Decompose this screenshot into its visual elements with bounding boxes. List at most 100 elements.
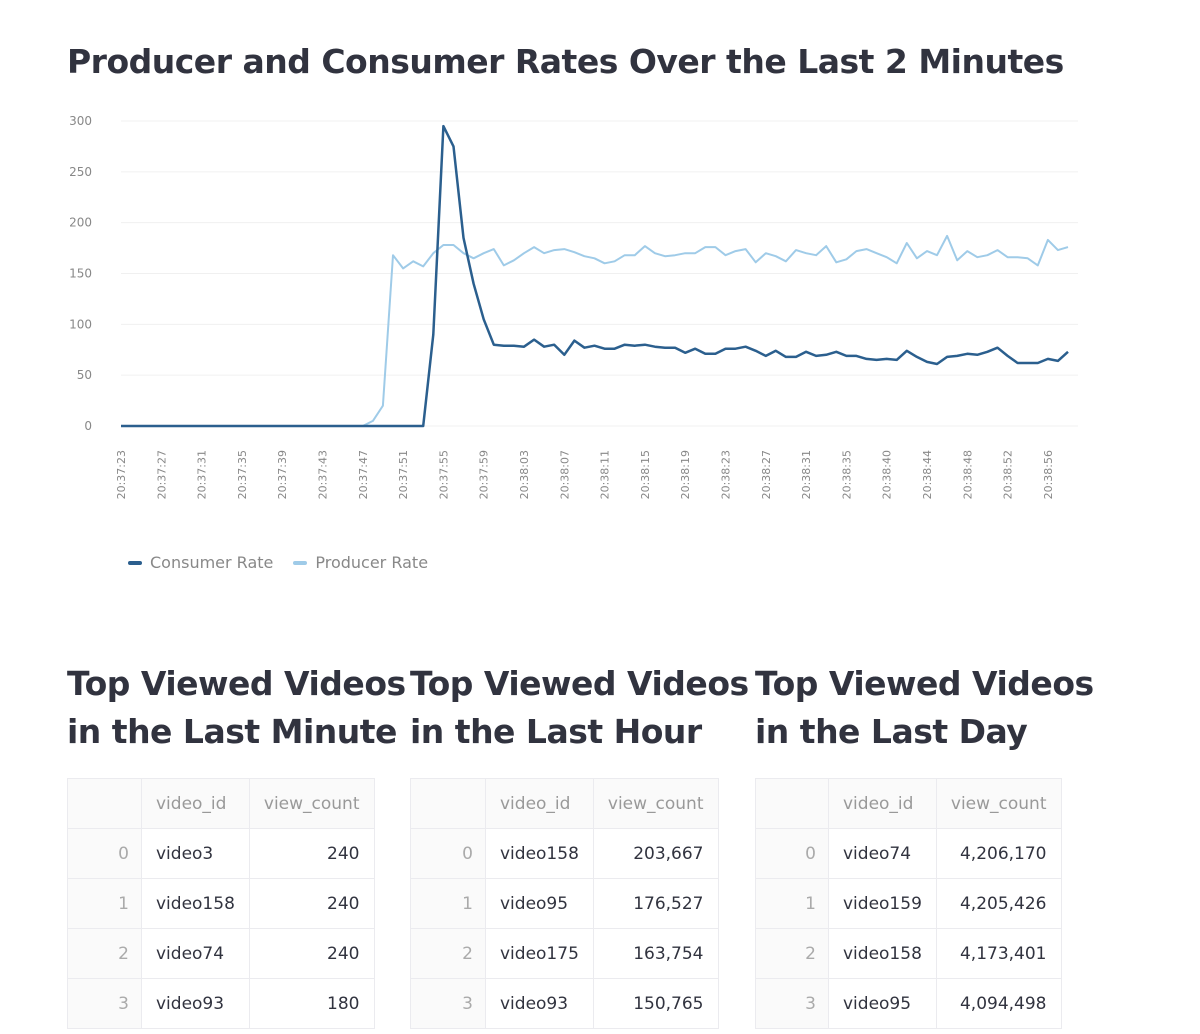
x-tick-label: 20:37:23 <box>115 450 128 499</box>
x-tick-label: 20:38:27 <box>760 450 773 499</box>
legend-label-producer: Producer Rate <box>315 553 429 572</box>
view-count-cell: 176,527 <box>592 878 719 929</box>
video-id-cell: video74 <box>141 928 250 979</box>
table-row[interactable]: 3 video93 180 <box>67 978 375 1029</box>
view-count-cell: 4,173,401 <box>935 928 1062 979</box>
column-header[interactable]: video_id <box>485 778 594 829</box>
view-count-cell: 4,206,170 <box>935 828 1062 879</box>
x-tick-label: 20:38:44 <box>921 450 934 499</box>
table-row[interactable]: 2 video175 163,754 <box>410 928 719 979</box>
table-row[interactable]: 2 video74 240 <box>67 928 375 979</box>
legend-item-producer[interactable]: Producer Rate <box>293 553 428 572</box>
table-title: Top Viewed Videos in the Last Hour <box>410 660 749 756</box>
table-row[interactable]: 1 video159 4,205,426 <box>755 878 1062 929</box>
x-tick-label: 20:37:59 <box>478 450 491 499</box>
row-index: 0 <box>410 828 486 879</box>
series-line-producer <box>121 234 1069 427</box>
x-tick-label: 20:38:56 <box>1042 450 1055 499</box>
row-index: 2 <box>410 928 486 979</box>
view-count-cell: 240 <box>248 928 375 979</box>
column-header[interactable]: view_count <box>592 778 719 829</box>
legend-item-consumer[interactable]: Consumer Rate <box>128 553 273 572</box>
x-tick-label: 20:37:43 <box>316 450 329 499</box>
row-index: 0 <box>755 828 829 879</box>
table-header-row: video_id view_count <box>410 778 719 829</box>
table-row[interactable]: 3 video93 150,765 <box>410 978 719 1029</box>
x-tick-label: 20:37:55 <box>437 450 450 499</box>
x-tick-label: 20:37:35 <box>236 450 249 499</box>
column-header[interactable] <box>67 778 142 829</box>
view-count-cell: 4,094,498 <box>935 978 1062 1029</box>
row-index: 1 <box>755 878 829 929</box>
table-title-line: Top Viewed Videos <box>67 664 406 703</box>
chart-title: Producer and Consumer Rates Over the Las… <box>67 42 1064 81</box>
rates-line-chart: 0 50 100 150 200 250 300 20:37:23 20:37:27 20:37:… <box>69 114 1078 499</box>
video-id-cell: video93 <box>141 978 250 1029</box>
view-count-cell: 180 <box>248 978 375 1029</box>
legend-swatch-consumer <box>128 560 142 565</box>
table-title-line: in the Last Hour <box>410 712 702 751</box>
column-header[interactable]: view_count <box>935 778 1062 829</box>
view-count-cell: 4,205,426 <box>935 878 1062 929</box>
view-count-cell: 203,667 <box>592 828 719 879</box>
table-title-line: in the Last Day <box>755 712 1028 751</box>
y-tick-label: 0 <box>84 419 92 433</box>
row-index: 0 <box>67 828 142 879</box>
video-id-cell: video158 <box>141 878 250 929</box>
table-title-line: Top Viewed Videos <box>410 664 749 703</box>
column-header[interactable]: video_id <box>828 778 937 829</box>
y-tick-label: 250 <box>69 165 92 179</box>
table-title: Top Viewed Videos in the Last Minute <box>67 660 406 756</box>
x-tick-label: 20:38:40 <box>881 450 894 499</box>
x-tick-label: 20:37:47 <box>357 450 370 499</box>
row-index: 3 <box>67 978 142 1029</box>
video-id-cell: video93 <box>485 978 594 1029</box>
x-tick-label: 20:38:48 <box>961 450 974 499</box>
column-header[interactable] <box>410 778 486 829</box>
video-id-cell: video74 <box>828 828 937 879</box>
table-row[interactable]: 1 video158 240 <box>67 878 375 929</box>
table-row[interactable]: 1 video95 176,527 <box>410 878 719 929</box>
table-header-row: video_id view_count <box>755 778 1062 829</box>
table-title-line: in the Last Minute <box>67 712 397 751</box>
y-tick-label: 150 <box>69 267 92 281</box>
x-tick-label: 20:38:15 <box>639 450 652 499</box>
x-tick-label: 20:38:03 <box>518 450 531 499</box>
video-id-cell: video158 <box>828 928 937 979</box>
x-tick-label: 20:37:27 <box>155 450 168 499</box>
x-tick-label: 20:38:31 <box>800 450 813 499</box>
x-tick-label: 20:38:23 <box>719 450 732 499</box>
view-count-cell: 163,754 <box>592 928 719 979</box>
table-row[interactable]: 0 video158 203,667 <box>410 828 719 879</box>
x-tick-label: 20:38:19 <box>679 450 692 499</box>
x-tick-label: 20:38:35 <box>840 450 853 499</box>
column-header[interactable]: view_count <box>248 778 375 829</box>
top-videos-table: video_id view_count 0 video74 4,206,170 1 vide… <box>755 778 1062 1029</box>
table-header-row: video_id view_count <box>67 778 375 829</box>
row-index: 1 <box>410 878 486 929</box>
row-index: 1 <box>67 878 142 929</box>
top-videos-table: video_id view_count 0 video158 203,667 1 video… <box>410 778 719 1029</box>
table-row[interactable]: 0 video3 240 <box>67 828 375 879</box>
column-header[interactable] <box>755 778 829 829</box>
x-tick-label: 20:37:51 <box>397 450 410 499</box>
y-tick-label: 100 <box>69 317 92 331</box>
row-index: 3 <box>410 978 486 1029</box>
video-id-cell: video159 <box>828 878 937 929</box>
view-count-cell: 150,765 <box>592 978 719 1029</box>
view-count-cell: 240 <box>248 828 375 879</box>
row-index: 3 <box>755 978 829 1029</box>
table-row[interactable]: 2 video158 4,173,401 <box>755 928 1062 979</box>
legend-swatch-producer <box>293 560 308 565</box>
video-id-cell: video158 <box>485 828 594 879</box>
x-tick-label: 20:38:07 <box>558 450 571 499</box>
view-count-cell: 240 <box>248 878 375 929</box>
table-title: Top Viewed Videos in the Last Day <box>755 660 1094 756</box>
video-id-cell: video175 <box>485 928 594 979</box>
table-row[interactable]: 3 video95 4,094,498 <box>755 978 1062 1029</box>
y-tick-label: 300 <box>69 114 92 128</box>
top-videos-table: video_id view_count 0 video3 240 1 video158 240… <box>67 778 375 1029</box>
video-id-cell: video95 <box>485 878 594 929</box>
column-header[interactable]: video_id <box>141 778 250 829</box>
table-row[interactable]: 0 video74 4,206,170 <box>755 828 1062 879</box>
